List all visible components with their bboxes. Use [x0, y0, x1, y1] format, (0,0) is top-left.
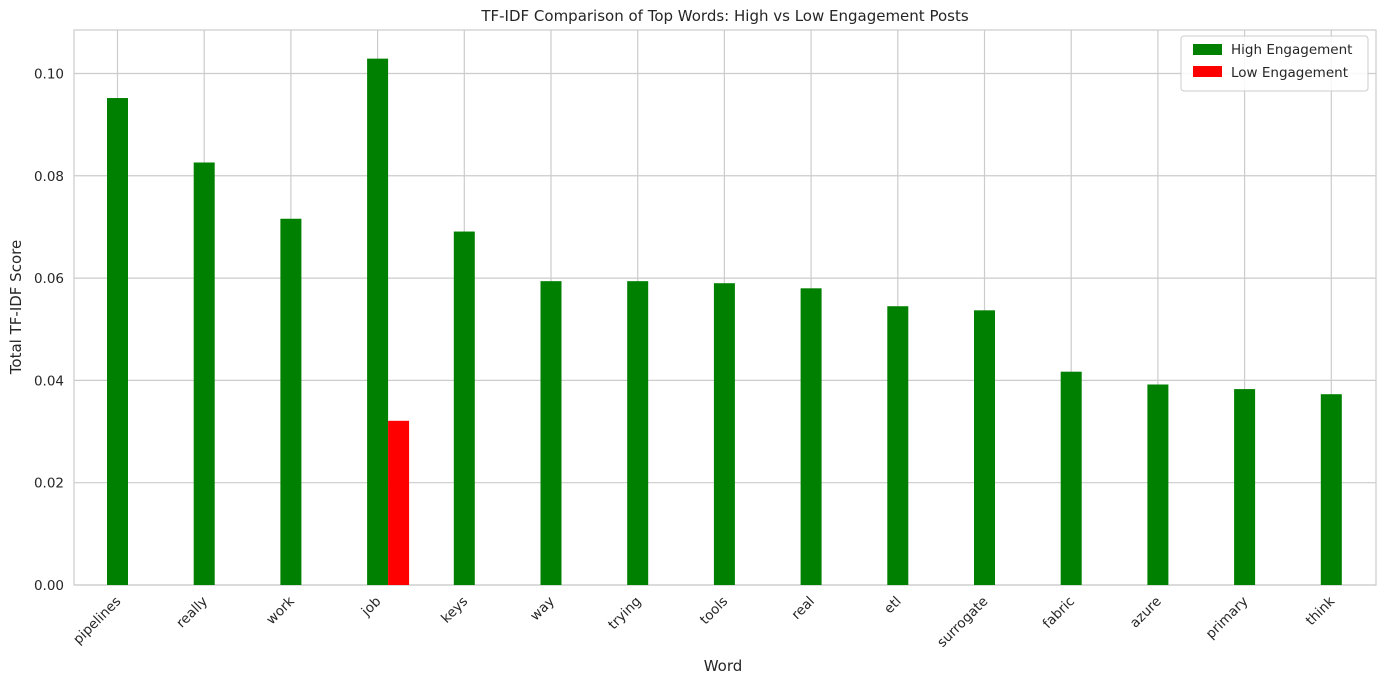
bar-high-engagement-primary [1234, 389, 1256, 585]
x-tick-label: etl [881, 594, 905, 618]
y-axis-label: Total TF-IDF Score [7, 240, 25, 375]
bar-low-engagement-job [388, 420, 410, 585]
bar-high-engagement-way [540, 281, 562, 585]
x-tick-label: real [789, 594, 818, 623]
x-tick-label: trying [605, 594, 644, 633]
bar-high-engagement-pipelines [107, 98, 128, 585]
x-tick-label: surrogate [934, 594, 991, 651]
x-tick-label: primary [1203, 594, 1252, 643]
x-tick-label: keys [438, 594, 471, 627]
bar-high-engagement-work [280, 218, 302, 585]
x-tick-label: azure [1127, 594, 1165, 632]
y-tick-label: 0.02 [34, 476, 64, 492]
x-axis-label: Word [704, 657, 743, 675]
x-axis-ticks: pipelines really work job keys way trying tools… [70, 593, 1338, 650]
x-tick-label: tools [697, 594, 731, 628]
y-tick-label: 0.00 [34, 578, 64, 594]
x-tick-label: fabric [1040, 594, 1078, 632]
y-tick-label: 0.04 [34, 373, 64, 389]
chart-title: TF-IDF Comparison of Top Words: High vs … [480, 7, 968, 25]
bar-high-engagement-trying [627, 281, 649, 585]
legend: High Engagement Low Engagement [1180, 35, 1369, 92]
x-tick-label: think [1303, 593, 1338, 628]
legend-label-high-engagement: High Engagement [1231, 42, 1352, 58]
bar-high-engagement-tools [713, 283, 735, 585]
bar-high-engagement-keys [453, 231, 475, 585]
x-tick-label: job [358, 594, 385, 621]
x-tick-label: pipelines [70, 594, 124, 648]
y-tick-label: 0.08 [34, 169, 64, 185]
legend-box [1180, 35, 1369, 92]
legend-swatch-high-engagement [1193, 44, 1222, 55]
bar-high-engagement-think [1320, 394, 1342, 585]
bar-high-engagement-job [367, 58, 389, 586]
y-tick-label: 0.06 [34, 271, 64, 287]
bar-high-engagement-surrogate [974, 310, 995, 585]
bar-high-engagement-azure [1147, 384, 1169, 585]
x-tick-label: way [527, 594, 558, 625]
legend-swatch-low-engagement [1193, 66, 1222, 77]
bar-high-engagement-real [800, 288, 822, 585]
bar-high-engagement-fabric [1060, 371, 1082, 585]
bar-high-engagement-really [193, 162, 215, 585]
legend-label-low-engagement: Low Engagement [1231, 65, 1348, 81]
y-axis-ticks: 0.00 0.02 0.04 0.06 0.08 0.10 [34, 66, 64, 594]
bar-high-engagement-etl [887, 306, 909, 585]
y-tick-label: 0.10 [34, 66, 64, 82]
x-tick-label: really [173, 594, 211, 632]
bars [107, 58, 1342, 586]
x-tick-label: work [263, 593, 298, 628]
